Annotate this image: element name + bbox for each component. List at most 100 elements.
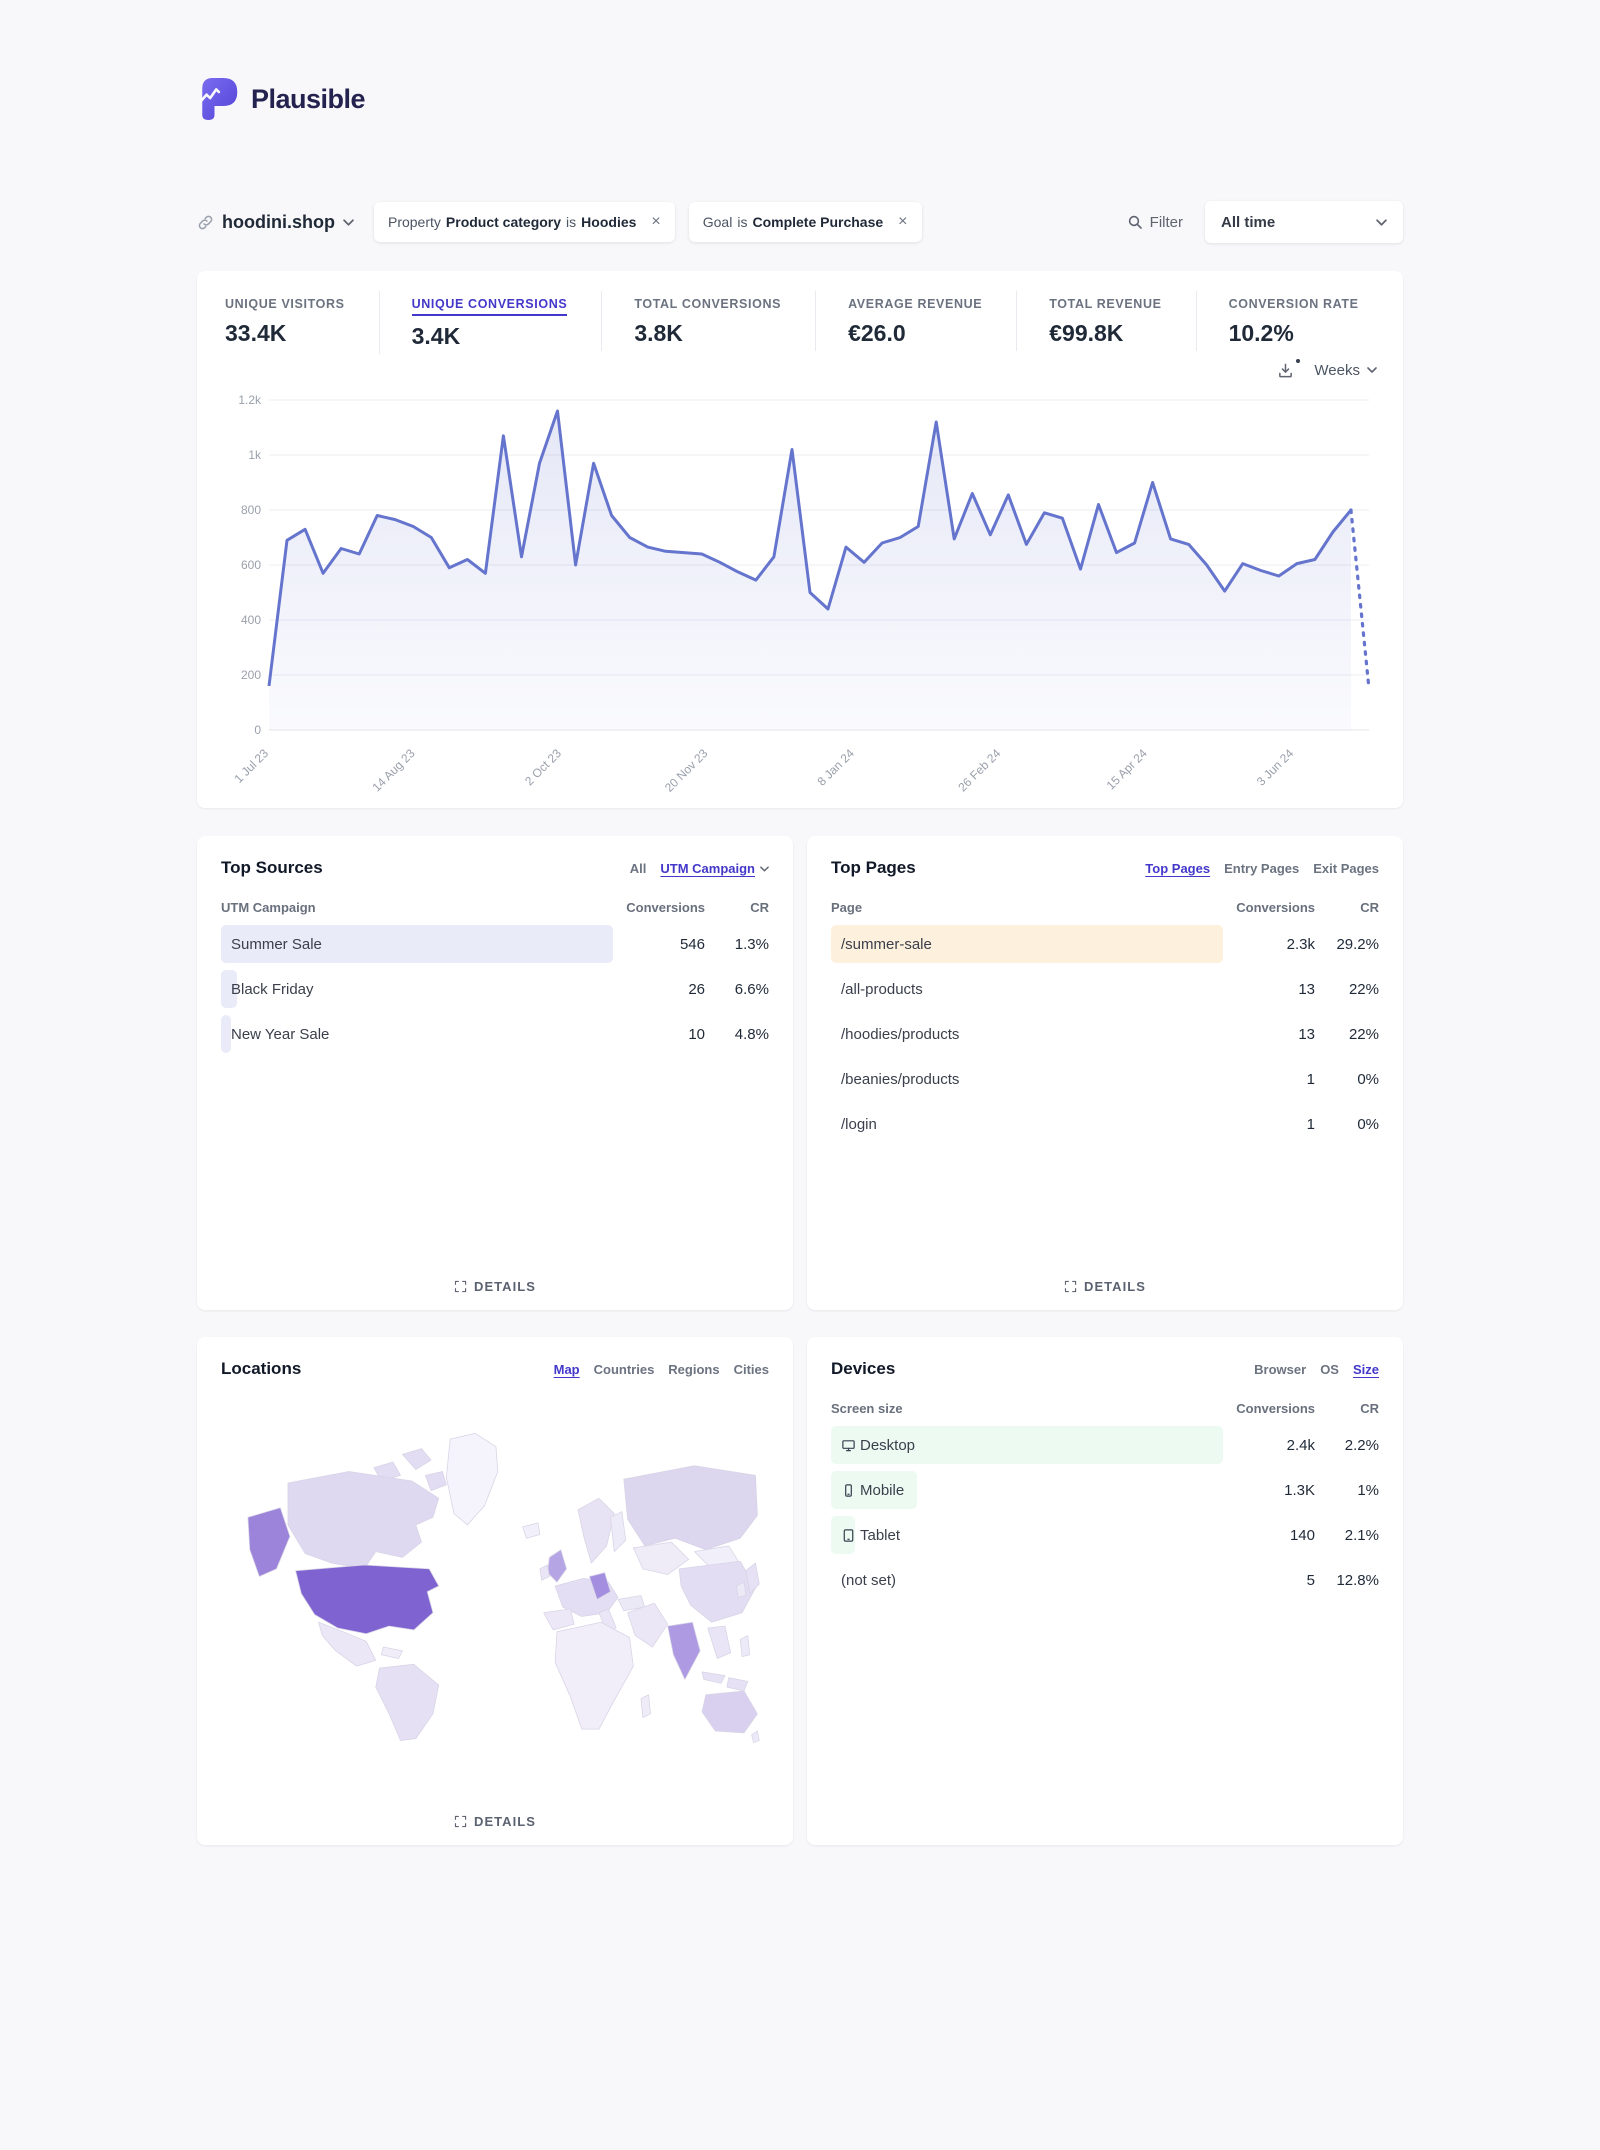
- details-button[interactable]: DETAILS: [454, 1279, 536, 1294]
- column-header: CR: [1360, 900, 1379, 915]
- close-icon[interactable]: ×: [898, 213, 908, 230]
- conversions-value: 10: [688, 1025, 705, 1043]
- tab-size[interactable]: Size: [1352, 1362, 1379, 1377]
- tab-entry-pages[interactable]: Entry Pages: [1224, 861, 1300, 876]
- tab-exit-pages[interactable]: Exit Pages: [1313, 861, 1379, 876]
- page-row[interactable]: /login 1 0%: [831, 1105, 1379, 1143]
- tab-sources-all[interactable]: All: [629, 861, 647, 876]
- page-name: /beanies/products: [841, 1070, 960, 1088]
- device-row[interactable]: Desktop 2.4k 2.2%: [831, 1426, 1379, 1464]
- conversions-value: 140: [1289, 1526, 1315, 1544]
- details-button[interactable]: DETAILS: [454, 1814, 536, 1829]
- tab-map[interactable]: Map: [553, 1362, 580, 1377]
- column-header: Screen size: [831, 1401, 903, 1416]
- interval-select[interactable]: Weeks: [1314, 362, 1377, 379]
- expand-icon: [454, 1815, 467, 1828]
- tab-browser[interactable]: Browser: [1254, 1362, 1307, 1377]
- stat-total-revenue[interactable]: TOTAL REVENUE €99.8K: [1016, 291, 1195, 351]
- page-row[interactable]: /hoodies/products 13 22%: [831, 1015, 1379, 1053]
- stat-value: 3.8K: [634, 320, 683, 346]
- details-button[interactable]: DETAILS: [1064, 1279, 1146, 1294]
- cr-value: 0%: [1357, 1070, 1379, 1088]
- column-header: CR: [750, 900, 769, 915]
- details-label: DETAILS: [1084, 1279, 1146, 1294]
- panel-title: Top Sources: [221, 858, 323, 877]
- download-icon[interactable]: [1277, 358, 1301, 379]
- panel-title: Devices: [831, 1359, 896, 1378]
- stat-total-conversions[interactable]: TOTAL CONVERSIONS 3.8K: [601, 291, 815, 351]
- column-header: Conversions: [1236, 1401, 1315, 1416]
- device-row[interactable]: (not set) 5 12.8%: [831, 1561, 1379, 1599]
- conversions-value: 1: [1306, 1115, 1315, 1133]
- column-header: UTM Campaign: [221, 900, 316, 915]
- conversions-value: 26: [688, 980, 705, 998]
- tab-countries[interactable]: Countries: [593, 1362, 655, 1377]
- page-name: /summer-sale: [841, 935, 932, 953]
- chevron-down-icon: [1376, 218, 1387, 226]
- page-row[interactable]: /summer-sale 2.3k 29.2%: [831, 925, 1379, 963]
- cr-value: 2.2%: [1344, 1436, 1379, 1454]
- svg-text:8 Jan 24: 8 Jan 24: [814, 746, 857, 789]
- svg-text:15 Apr 24: 15 Apr 24: [1104, 746, 1150, 792]
- stat-label: CONVERSION RATE: [1228, 297, 1359, 311]
- page-name: /login: [841, 1115, 877, 1133]
- filter-button[interactable]: Filter: [1127, 214, 1183, 231]
- svg-text:2 Oct 23: 2 Oct 23: [522, 746, 564, 788]
- column-header: CR: [1360, 1401, 1379, 1416]
- tab-top-pages[interactable]: Top Pages: [1145, 861, 1211, 876]
- stat-average-revenue[interactable]: AVERAGE REVENUE €26.0: [815, 291, 1016, 351]
- tablet-icon: [843, 1528, 854, 1542]
- device-name: Desktop: [860, 1436, 916, 1454]
- tab-cities[interactable]: Cities: [733, 1362, 769, 1377]
- devices-panel: Devices Browser OS Size Screen size Conv…: [807, 1337, 1403, 1845]
- stat-value: 3.4K: [411, 323, 461, 349]
- overview-card: UNIQUE VISITORS 33.4K UNIQUE CONVERSIONS…: [197, 271, 1403, 808]
- locations-panel: Locations Map Countries Regions Cities: [197, 1337, 793, 1845]
- page-name: /all-products: [841, 980, 923, 998]
- filter-pill-goal[interactable]: Goal is Complete Purchase ×: [688, 202, 922, 242]
- cr-value: 6.6%: [734, 980, 769, 998]
- cr-value: 29.2%: [1336, 935, 1379, 953]
- svg-text:200: 200: [241, 668, 261, 682]
- svg-text:1 Jul 23: 1 Jul 23: [232, 746, 272, 786]
- top-sources-panel: Top Sources All UTM Campaign UTM Campaig…: [197, 836, 793, 1310]
- stat-unique-conversions[interactable]: UNIQUE CONVERSIONS 3.4K: [378, 291, 602, 354]
- pill-value: Complete Purchase: [752, 214, 884, 230]
- svg-text:800: 800: [241, 503, 261, 517]
- page-row[interactable]: /beanies/products 1 0%: [831, 1060, 1379, 1098]
- source-name: New Year Sale: [231, 1025, 330, 1043]
- cr-value: 12.8%: [1336, 1571, 1379, 1589]
- device-row[interactable]: Mobile 1.3K 1%: [831, 1471, 1379, 1509]
- tab-sources-utm-campaign[interactable]: UTM Campaign: [660, 861, 769, 876]
- close-icon[interactable]: ×: [651, 213, 661, 230]
- top-pages-panel: Top Pages Top Pages Entry Pages Exit Pag…: [807, 836, 1403, 1310]
- pill-prefix: Goal: [702, 214, 733, 230]
- stat-value: €99.8K: [1049, 320, 1124, 346]
- tab-os[interactable]: OS: [1320, 1362, 1339, 1377]
- conversions-value: 1: [1306, 1070, 1315, 1088]
- stats-row: UNIQUE VISITORS 33.4K UNIQUE CONVERSIONS…: [223, 291, 1377, 354]
- stat-conversion-rate[interactable]: CONVERSION RATE 10.2%: [1195, 291, 1393, 351]
- filter-pill-property[interactable]: Property Product category is Hoodies ×: [373, 202, 675, 242]
- tab-label: UTM Campaign: [660, 861, 755, 876]
- conversions-value: 1.3K: [1284, 1481, 1315, 1499]
- svg-text:1k: 1k: [248, 448, 262, 462]
- source-row[interactable]: Black Friday 26 6.6%: [221, 970, 769, 1008]
- stat-unique-visitors[interactable]: UNIQUE VISITORS 33.4K: [223, 291, 379, 351]
- date-range-select[interactable]: All time: [1205, 201, 1403, 243]
- world-map[interactable]: [225, 1421, 765, 1751]
- source-name: Summer Sale: [231, 935, 322, 953]
- source-row[interactable]: Summer Sale 546 1.3%: [221, 925, 769, 963]
- page-row[interactable]: /all-products 13 22%: [831, 970, 1379, 1008]
- pill-op: is: [737, 214, 748, 230]
- site-selector[interactable]: hoodini.shop: [197, 212, 354, 233]
- panel-title: Top Pages: [831, 858, 916, 877]
- details-label: DETAILS: [474, 1279, 536, 1294]
- source-row[interactable]: New Year Sale 10 4.8%: [221, 1015, 769, 1053]
- cr-value: 22%: [1348, 980, 1379, 998]
- conversions-value: 13: [1298, 1025, 1315, 1043]
- tab-regions[interactable]: Regions: [668, 1362, 720, 1377]
- pill-field: Product category: [445, 214, 562, 230]
- conversions-value: 546: [679, 935, 705, 953]
- device-row[interactable]: Tablet 140 2.1%: [831, 1516, 1379, 1554]
